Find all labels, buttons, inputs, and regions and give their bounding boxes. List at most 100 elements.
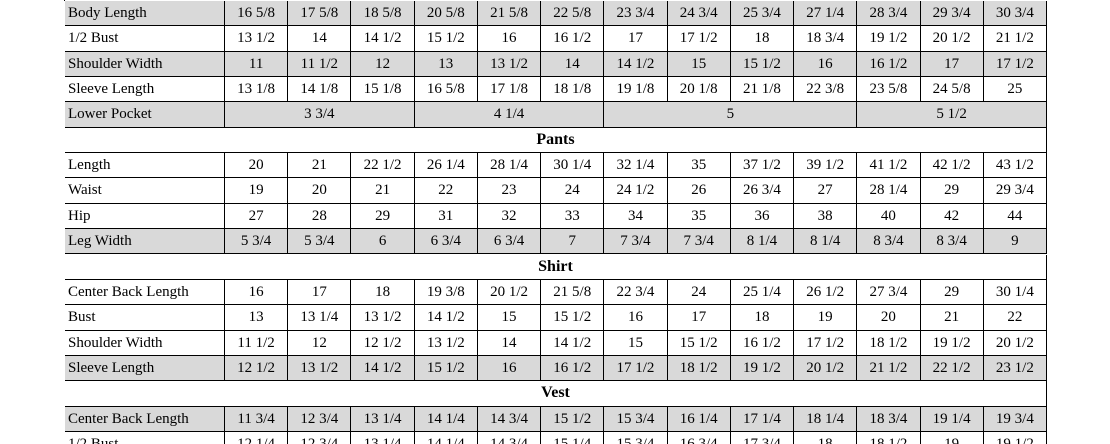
size-cell: 11: [225, 51, 289, 78]
size-cell: 12: [351, 51, 415, 78]
size-cell: 16 1/2: [541, 355, 605, 382]
size-cell: 26 1/4: [414, 153, 478, 179]
size-cell: 42: [920, 203, 984, 230]
size-cell: 12 1/4: [225, 431, 289, 444]
size-cell: 18 1/4: [794, 406, 858, 432]
size-cell: 19 1/2: [857, 26, 921, 52]
size-cell: 30 1/4: [983, 279, 1047, 306]
size-cell: 7 3/4: [604, 229, 668, 255]
size-cell: 15 1/2: [541, 406, 605, 432]
size-cell: 25 1/4: [730, 279, 795, 306]
size-cell: 17 1/4: [730, 406, 795, 432]
size-cell: 18 1/8: [541, 77, 605, 103]
size-cell: 37 1/2: [730, 153, 795, 179]
size-cell: 39 1/2: [794, 153, 858, 179]
size-cell: 15 1/2: [730, 51, 795, 78]
size-cell: 15: [667, 51, 731, 78]
row-label: Sleeve Length: [65, 77, 225, 103]
size-cell: 6 3/4: [477, 229, 542, 255]
size-cell: 17: [288, 279, 352, 306]
row-label: 1/2 Bust: [65, 431, 225, 444]
row-label: Waist: [65, 178, 225, 204]
size-cell: 22 5/8: [541, 1, 605, 27]
size-cell: 11 1/2: [225, 330, 289, 356]
size-cell: 13 1/8: [225, 77, 289, 103]
size-cell: 22 1/2: [920, 355, 984, 382]
size-cell: 22: [414, 178, 478, 204]
size-cell: 15 1/2: [414, 355, 478, 382]
size-cell: 13 1/2: [288, 355, 352, 382]
size-cell: 7 3/4: [667, 229, 731, 255]
size-cell: 27: [225, 203, 289, 230]
size-cell: 5: [604, 102, 858, 128]
size-cell: 21: [288, 153, 352, 179]
size-cell: 35: [667, 203, 731, 230]
size-cell: 16: [794, 51, 858, 78]
size-cell: 17 3/4: [731, 431, 795, 444]
size-cell: 20 1/2: [477, 279, 542, 306]
row-label: Bust: [65, 305, 225, 331]
size-cell: 6: [351, 229, 415, 255]
size-cell: 19: [921, 431, 984, 444]
row-label: Leg Width: [65, 229, 225, 255]
section-title: Shirt: [65, 254, 1047, 280]
row-label: Length: [65, 153, 225, 179]
size-cell: 31: [414, 203, 478, 230]
size-cell: 16 1/2: [541, 26, 605, 52]
size-cell: 7: [541, 229, 605, 255]
row-label: Center Back Length: [65, 406, 225, 432]
size-cell: 18 1/2: [857, 330, 921, 356]
size-cell: 17 1/2: [794, 330, 858, 356]
size-cell: 5 3/4: [225, 229, 289, 255]
size-cell: 18: [730, 26, 795, 52]
size-cell: 8 3/4: [857, 229, 921, 255]
size-cell: 13: [414, 51, 478, 78]
size-cell: 14: [288, 26, 352, 52]
size-cell: 24: [667, 279, 731, 306]
size-cell: 15 1/2: [667, 330, 731, 356]
size-cell: 24: [541, 178, 605, 204]
size-cell: 8 3/4: [920, 229, 984, 255]
size-cell: 20 1/2: [794, 355, 858, 382]
size-cell: 13 1/2: [351, 305, 415, 331]
size-cell: 15 1/2: [414, 26, 478, 52]
section-title: Vest: [65, 381, 1047, 407]
size-cell: 15 1/8: [351, 77, 415, 103]
size-cell: 29 3/4: [920, 1, 984, 27]
size-cell: 16 1/2: [857, 51, 921, 78]
size-cell: 15: [604, 330, 668, 356]
size-cell: 21 1/2: [983, 26, 1047, 52]
size-cell: 12 1/2: [225, 355, 289, 382]
size-cell: 17: [604, 26, 668, 52]
size-cell: 13 1/2: [225, 26, 289, 52]
row-label: Lower Pocket: [65, 102, 225, 128]
size-cell: 14 1/4: [414, 406, 478, 432]
size-cell: 18 3/4: [794, 26, 858, 52]
size-cell: 25: [983, 77, 1047, 103]
size-cell: 22 3/8: [794, 77, 858, 103]
size-cell: 26 3/4: [730, 178, 795, 204]
size-cell: 14: [477, 330, 542, 356]
size-cell: 17 1/2: [604, 355, 668, 382]
size-cell: 11 1/2: [288, 51, 352, 78]
size-cell: 35: [667, 153, 731, 179]
size-cell: 20: [225, 153, 289, 179]
size-cell: 21 1/8: [730, 77, 795, 103]
size-cell: 17 1/8: [477, 77, 542, 103]
size-cell: 14 3/4: [478, 431, 542, 444]
size-cell: 34: [604, 203, 668, 230]
size-cell: 26: [667, 178, 731, 204]
size-cell: 21 5/8: [541, 279, 605, 306]
size-cell: 16: [477, 355, 542, 382]
size-cell: 16: [225, 279, 289, 306]
size-cell: 14: [541, 51, 605, 78]
size-cell: 29 3/4: [983, 178, 1047, 204]
size-cell: 14 1/2: [541, 330, 605, 356]
size-cell: 22 3/4: [604, 279, 668, 306]
size-cell: 15 1/2: [541, 305, 605, 331]
size-cell: 28 1/4: [857, 178, 921, 204]
size-cell: 4 1/4: [414, 102, 605, 128]
size-cell: 14 3/4: [477, 406, 542, 432]
size-cell: 18 5/8: [351, 1, 415, 27]
